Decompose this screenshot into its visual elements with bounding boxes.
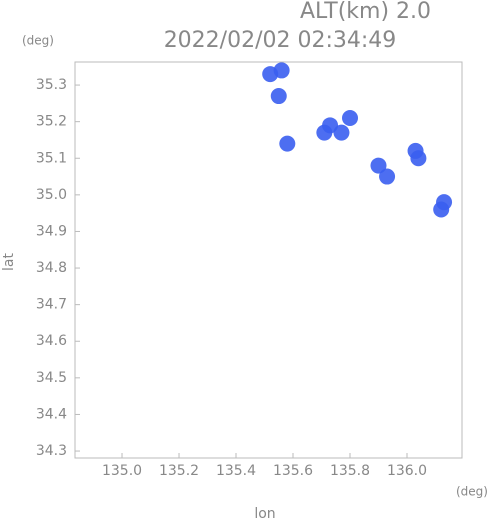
y-tick-label: 34.5 [36, 370, 67, 386]
y-tick-label: 34.3 [36, 443, 67, 459]
y-unit: (deg) [22, 34, 54, 48]
echo-point [322, 117, 339, 134]
echo-point [273, 62, 290, 79]
x-tick-label: 136.0 [387, 463, 427, 479]
y-tick-label: 34.8 [36, 260, 67, 276]
echo-point [370, 157, 387, 174]
y-tick-label: 34.6 [36, 333, 67, 349]
plot-frame [74, 61, 463, 459]
echo-point [436, 194, 453, 211]
echo-point [342, 109, 359, 126]
chart-title: 2022/02/02 02:34:49 [164, 28, 397, 53]
x-tick-label: 135.0 [102, 463, 142, 479]
x-tick-label: 135.6 [273, 463, 313, 479]
x-tick-label: 135.4 [216, 463, 256, 479]
echo-point [333, 124, 350, 141]
x-tick-label: 135.2 [159, 463, 199, 479]
x-tick-label: 135.8 [330, 463, 370, 479]
echo-point [279, 135, 296, 152]
subtitle: ALT(km) 2.0 [300, 0, 431, 24]
y-tick-label: 34.7 [36, 297, 67, 313]
echo-point [379, 168, 396, 185]
y-tick-label: 34.9 [36, 223, 67, 239]
y-axis-label: lat [1, 253, 17, 271]
x-axis-label: lon [254, 506, 275, 521]
y-tick-label: 35.3 [36, 77, 67, 93]
echo-point [410, 150, 427, 167]
y-tick-label: 35.0 [36, 187, 67, 203]
echo-point [270, 88, 287, 105]
y-tick-label: 34.4 [36, 406, 67, 422]
y-tick-label: 35.1 [36, 150, 67, 166]
y-tick-label: 35.2 [36, 114, 67, 130]
x-unit: (deg) [456, 485, 488, 499]
